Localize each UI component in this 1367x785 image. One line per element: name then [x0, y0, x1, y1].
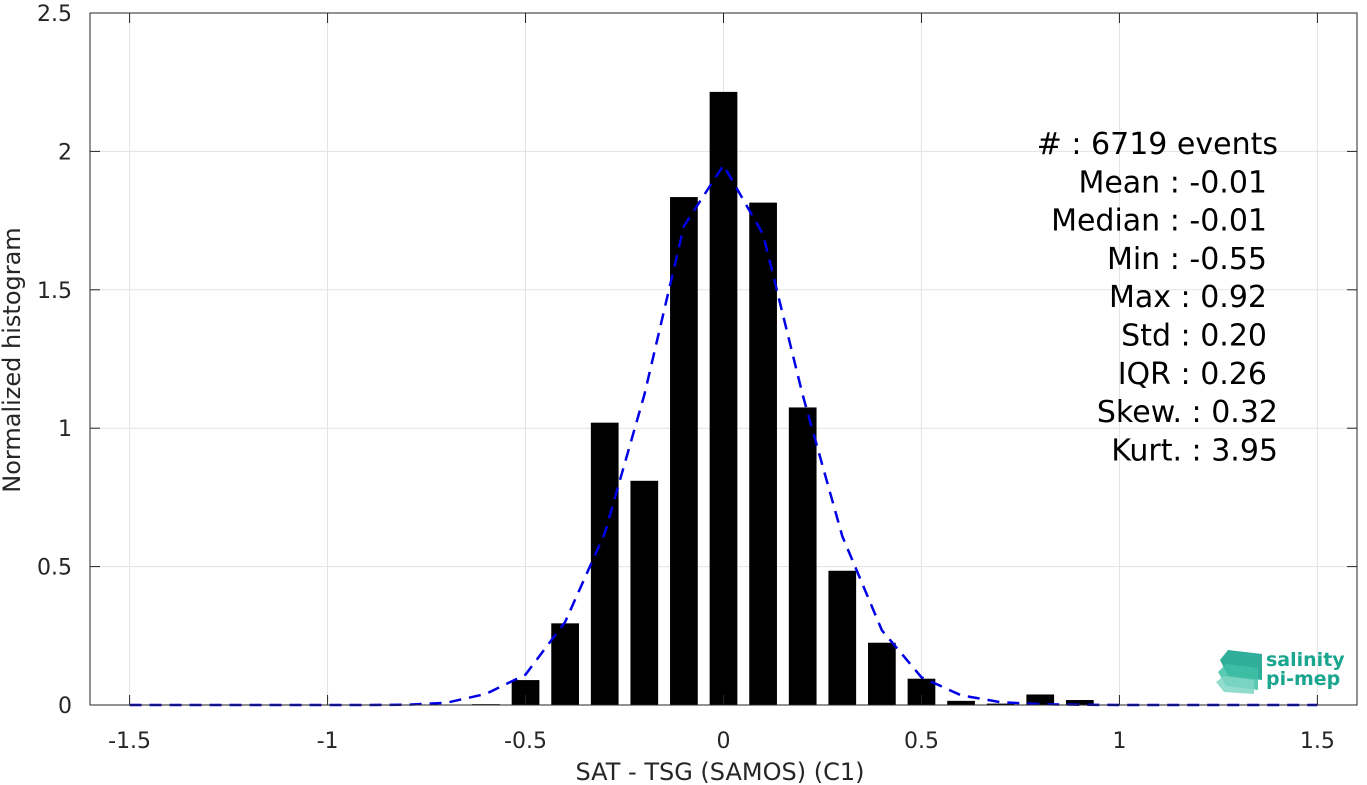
axes	[89, 12, 1358, 706]
stat-line-6: IQR : 0.26	[1118, 357, 1267, 392]
logo-mark-icon	[1216, 650, 1262, 694]
stat-line-8: Kurt. : 3.95	[1111, 433, 1278, 468]
y-tick-label-0: 0	[58, 694, 72, 719]
histogram-bar-10	[868, 642, 896, 705]
logo-text-line2: pi-mep	[1266, 668, 1340, 690]
histogram-bar-15	[1065, 700, 1094, 705]
stat-line-7: Skew. : 0.32	[1097, 395, 1278, 430]
histogram-bar-13	[986, 703, 1015, 705]
histogram-bar-8	[788, 407, 817, 705]
stat-line-0: # : 6719 events	[1037, 127, 1278, 162]
x-tick-label-4: 0.5	[904, 729, 939, 754]
stat-line-1: Mean : -0.01	[1078, 165, 1267, 200]
histogram-bar-5	[670, 197, 698, 705]
x-tick-label-6: 1.5	[1300, 729, 1335, 754]
logo-text-line1: salinity	[1266, 649, 1345, 671]
y-axis-title: Normalized histogram	[0, 227, 26, 492]
stat-line-5: Std : 0.20	[1121, 319, 1267, 354]
x-tick-label-3: 0	[717, 729, 731, 754]
y-tick-label-5: 2.5	[37, 2, 72, 27]
histogram-bar-2	[551, 623, 579, 705]
stat-line-4: Max : 0.92	[1109, 280, 1267, 315]
y-tick-label-3: 1.5	[37, 279, 72, 304]
y-tick-label-4: 2	[58, 140, 72, 165]
histogram-bar-6	[709, 91, 738, 705]
x-tick-label-0: -1.5	[108, 729, 151, 754]
histogram-bar-3	[590, 422, 619, 705]
x-axis-title: SAT - TSG (SAMOS) (C1)	[576, 758, 865, 785]
y-tick-label-1: 0.5	[37, 556, 72, 581]
x-tick-label-5: 1	[1112, 729, 1126, 754]
histogram-bar-14	[1026, 694, 1055, 705]
histogram-bars	[472, 91, 1094, 705]
histogram-bar-12	[947, 700, 975, 705]
histogram-bar-4	[630, 480, 659, 705]
histogram-bar-9	[828, 570, 857, 705]
x-tick-label-2: -0.5	[504, 729, 547, 754]
stat-line-3: Min : -0.55	[1107, 242, 1267, 277]
stat-line-2: Median : -0.01	[1051, 204, 1267, 239]
x-tick-label-1: -1	[317, 729, 339, 754]
y-tick-label-2: 1	[58, 417, 72, 442]
salinity-pi-mep-logo: salinity pi-mep	[1216, 649, 1345, 694]
histogram-bar-7	[749, 202, 777, 705]
tick-labels: -1.5 -1 -0.5 0 0.5 1 1.5 0 0.5 1 1.5 2 2.5	[37, 2, 1335, 754]
